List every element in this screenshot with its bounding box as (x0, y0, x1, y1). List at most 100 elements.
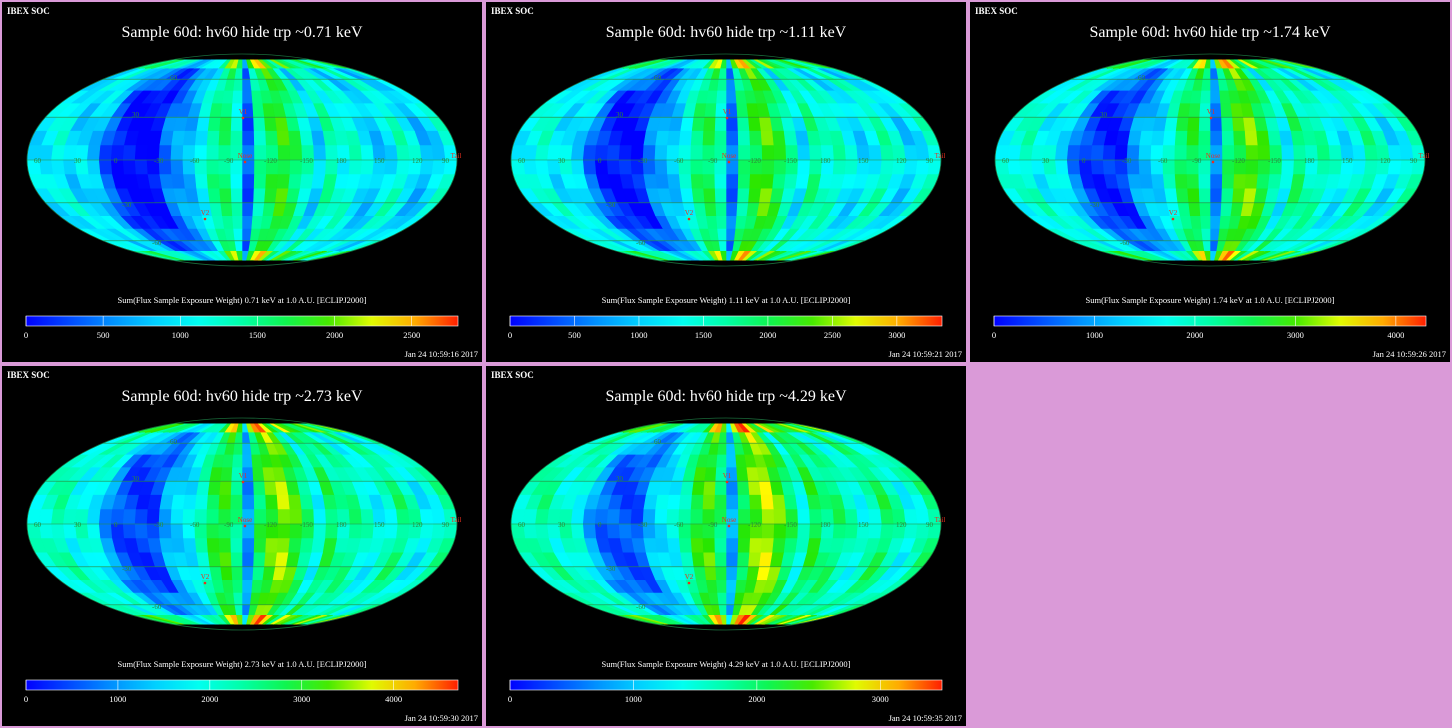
map-pixel (1018, 159, 1033, 175)
map-pixel (134, 509, 148, 525)
map-pixel (1197, 130, 1211, 146)
colorbar-tick-label: 2500 (824, 330, 841, 340)
longitude-label: 60 (518, 157, 526, 165)
map-pixel (1066, 159, 1081, 175)
map-pixel (713, 130, 727, 146)
map-pixel (359, 523, 374, 539)
map-pixel (713, 494, 727, 510)
longitude-label: 150 (374, 521, 385, 529)
longitude-label: 150 (374, 157, 385, 165)
map-pixel (229, 130, 243, 146)
longitude-label: 0 (598, 157, 602, 165)
map-pixel (1162, 130, 1176, 146)
map-pixel (250, 579, 263, 594)
map-pixel (606, 159, 620, 175)
map-marker-label: V2 (201, 209, 210, 217)
longitude-label: 90 (1410, 157, 1418, 165)
map-pixel (570, 509, 585, 525)
map-pixel (760, 130, 774, 146)
map-pixel (832, 509, 846, 525)
map-pixel (205, 523, 219, 539)
map-pixel (86, 523, 101, 539)
colorbar-caption: Sum(Flux Sample Exposure Weight) 2.73 ke… (117, 659, 367, 669)
map-pixel (771, 538, 786, 554)
map-pixel (618, 145, 632, 161)
colorbar-tick-label: 0 (508, 694, 512, 704)
map-pixel (1209, 188, 1222, 204)
map-pixel (231, 90, 243, 105)
latitude-label: -30 (122, 565, 132, 573)
map-pixel (618, 523, 632, 539)
map-pixel (735, 202, 749, 217)
map-pixel (796, 523, 810, 539)
map-pixel (725, 116, 738, 132)
chart-title: Sample 60d: hv60 hide trp ~4.29 keV (605, 388, 847, 405)
colorbar-tick-label: 1000 (172, 330, 189, 340)
map-pixel (1280, 159, 1294, 175)
map-pixel (218, 538, 231, 554)
map-pixel (760, 494, 774, 510)
map-pixel (1209, 130, 1223, 146)
map-pixel (582, 523, 597, 539)
map-pixel (832, 523, 846, 539)
map-pixel (194, 494, 208, 510)
map-pixel (206, 494, 220, 510)
longitude-label: 60 (34, 521, 42, 529)
map-pixel (725, 130, 739, 146)
colorbar-tick-label: 1500 (249, 330, 266, 340)
longitude-label: 0 (114, 157, 118, 165)
longitude-label: -60 (674, 157, 684, 165)
map-pixel (702, 174, 715, 190)
colorbar-tick-label: 3000 (888, 330, 905, 340)
map-pixel (1316, 159, 1330, 175)
map-pixel (261, 103, 276, 118)
map-pixel (666, 130, 681, 146)
longitude-label: 120 (412, 521, 423, 529)
map-pixel (50, 159, 65, 175)
latitude-label: 60 (654, 438, 662, 446)
map-pixel (1209, 68, 1219, 80)
longitude-label: 30 (74, 521, 82, 529)
map-pixel (252, 188, 266, 204)
map-marker-label: Nose (722, 152, 736, 160)
colorbar-tick-label: 2500 (403, 330, 420, 340)
longitude-label: 0 (1082, 157, 1086, 165)
map-pixel (714, 566, 727, 581)
map-pixel (771, 130, 786, 146)
longitude-label: 60 (1002, 157, 1010, 165)
longitude-label: 150 (858, 521, 869, 529)
longitude-label: -90 (224, 157, 234, 165)
map-pixel (867, 145, 882, 161)
sky-map-panel-3: 60 30 0 -30 -60 -90 -120 -150 180 150 120 90 30 -30 60… (970, 2, 1450, 362)
map-marker-dot (1211, 160, 1215, 164)
map-pixel (253, 174, 266, 190)
map-marker-label: Nose (238, 516, 252, 524)
map-pixel (250, 454, 263, 469)
colorbar-tick-label: 2000 (748, 694, 765, 704)
map-pixel (758, 480, 773, 496)
map-pixel (86, 145, 101, 161)
map-pixel (205, 509, 219, 525)
map-pixel (715, 215, 727, 230)
map-pixel (606, 523, 620, 539)
map-pixel (761, 523, 775, 539)
colorbar-tick-label: 2000 (759, 330, 776, 340)
map-pixel (1255, 174, 1270, 190)
map-pixel (207, 552, 221, 568)
map-pixel (737, 174, 750, 190)
map-pixel (1175, 116, 1189, 132)
longitude-label: 90 (442, 521, 450, 529)
map-pixel (1173, 145, 1187, 161)
map-pixel (251, 103, 265, 118)
map-marker-label: Tail (451, 152, 462, 160)
map-pixel (534, 145, 549, 161)
colorbar-tick-label: 0 (992, 330, 996, 340)
map-pixel (206, 130, 220, 146)
map-marker-label: Nose (1206, 152, 1220, 160)
timestamp: Jan 24 10:59:16 2017 (404, 349, 478, 359)
map-pixel (134, 523, 148, 539)
map-pixel (206, 538, 220, 554)
map-pixel (534, 523, 549, 539)
longitude-label: 120 (896, 521, 907, 529)
map-pixel (1267, 174, 1282, 190)
